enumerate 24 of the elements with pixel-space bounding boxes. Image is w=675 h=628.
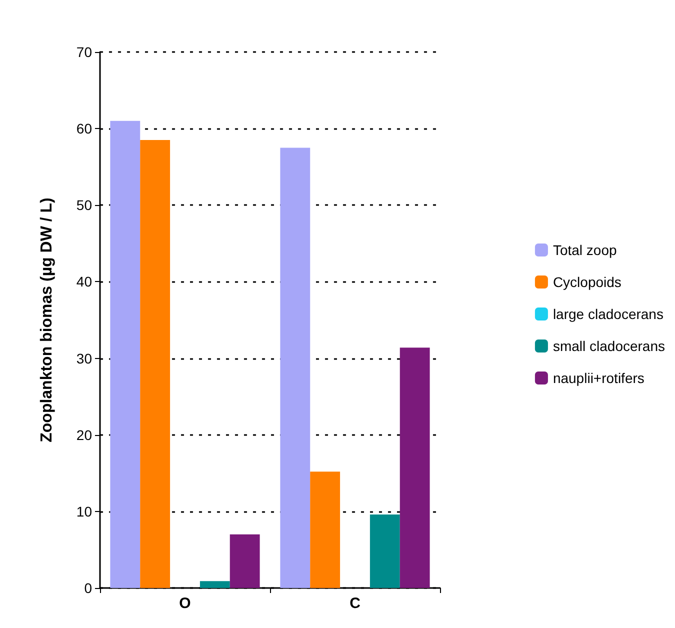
legend-label: Total zoop bbox=[552, 242, 617, 258]
bar bbox=[230, 534, 260, 588]
bar bbox=[200, 581, 230, 588]
y-tick-label: 30 bbox=[76, 350, 92, 366]
y-tick-label: 20 bbox=[76, 426, 92, 443]
y-tick-label: 10 bbox=[76, 503, 92, 520]
bar bbox=[140, 140, 170, 588]
x-tick-label: O bbox=[179, 595, 192, 612]
bar bbox=[400, 348, 430, 588]
bar bbox=[110, 120, 140, 588]
legend-label: Cyclopoids bbox=[552, 274, 622, 290]
y-axis-title: Zooplankton biomas (µg DW / L) bbox=[38, 198, 56, 442]
legend-label: nauplii+rotifers bbox=[552, 370, 644, 386]
legend-label: large cladocerans bbox=[552, 306, 664, 322]
legend-label: small cladocerans bbox=[552, 338, 666, 354]
y-tick-label: 60 bbox=[76, 120, 92, 137]
x-tick-label: C bbox=[350, 595, 361, 612]
bar bbox=[310, 472, 340, 588]
bar bbox=[370, 514, 400, 588]
y-tick-label: 70 bbox=[76, 44, 92, 60]
y-tick-label: 0 bbox=[84, 580, 92, 596]
y-tick-label: 50 bbox=[76, 197, 92, 214]
y-tick-label: 40 bbox=[76, 274, 92, 290]
bar bbox=[280, 148, 310, 588]
